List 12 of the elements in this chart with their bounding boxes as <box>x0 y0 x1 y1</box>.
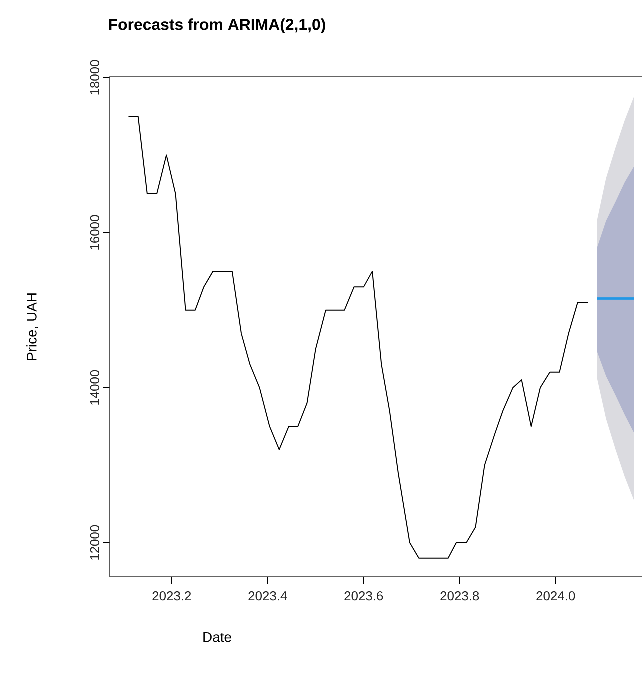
y-tick-label: 18000 <box>90 60 100 95</box>
y-axis-title: Price, UAH <box>26 294 38 360</box>
x-tick-label: 2023.8 <box>440 592 480 601</box>
x-axis-title: Date <box>204 632 232 642</box>
x-tick-label: 2023.2 <box>152 592 192 601</box>
x-tick-label: 2023.4 <box>248 592 288 601</box>
y-tick-label: 12000 <box>90 525 100 560</box>
x-tick-label: 2024.0 <box>536 592 576 601</box>
y-tick-label: 16000 <box>90 215 100 250</box>
x-tick-label: 2023.6 <box>344 592 384 601</box>
y-tick-label: 14000 <box>90 370 100 405</box>
chart-title: Forecasts from ARIMA(2,1,0) <box>109 18 326 34</box>
